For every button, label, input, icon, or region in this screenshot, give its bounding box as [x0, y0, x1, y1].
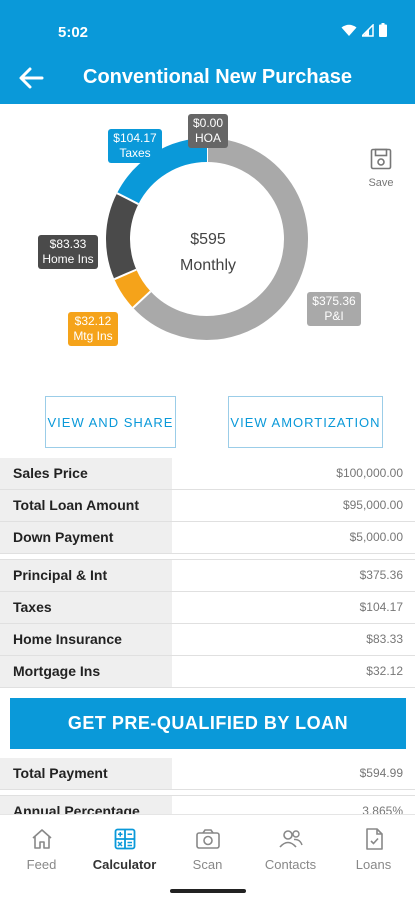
row-label: Mortgage Ins: [0, 656, 172, 687]
table-row: Down Payment $5,000.00: [0, 522, 415, 554]
nav-scan[interactable]: Scan: [166, 827, 249, 872]
row-value: $32.12: [366, 664, 403, 678]
table-row: Sales Price $100,000.00: [0, 458, 415, 490]
table-row: Total Loan Amount $95,000.00: [0, 490, 415, 522]
row-value: $95,000.00: [342, 498, 403, 512]
payment-chart: $595 Monthly $104.17 Taxes $0.00 HOA $83…: [0, 104, 415, 389]
wifi-icon: [341, 24, 357, 36]
donut-segment-taxes: [116, 138, 208, 205]
callout-pi-value: $375.36: [312, 294, 356, 308]
view-amortization-button[interactable]: VIEW AMORTIZATION: [228, 396, 383, 448]
row-value: $375.36: [359, 568, 403, 582]
row-label: Sales Price: [0, 458, 172, 489]
row-label: Taxes: [0, 592, 172, 623]
loan-summary-table: Sales Price $100,000.00 Total Loan Amoun…: [0, 458, 415, 688]
row-label: Principal & Int: [0, 560, 172, 591]
nav-scan-label: Scan: [192, 857, 223, 872]
app-bar: Conventional New Purchase: [0, 52, 415, 104]
table-row: Taxes $104.17: [0, 592, 415, 624]
calculator-icon: [114, 828, 135, 850]
callout-home-ins-value: $83.33: [49, 237, 87, 251]
nav-feed-label: Feed: [26, 857, 57, 872]
document-icon: [365, 828, 383, 850]
nav-feed[interactable]: Feed: [0, 827, 83, 872]
row-label: Down Payment: [0, 522, 172, 553]
home-indicator: [170, 889, 246, 893]
back-arrow-icon[interactable]: [18, 66, 44, 90]
callout-hoa-value: $0.00: [192, 116, 224, 130]
home-icon: [31, 829, 52, 849]
row-value: $100,000.00: [336, 466, 403, 480]
callout-hoa: $0.00 HOA: [188, 114, 228, 148]
section-divider: [0, 554, 415, 560]
callout-taxes-value: $104.17: [113, 131, 157, 145]
callout-home-ins-name: Home Ins: [42, 252, 94, 266]
nav-calculator[interactable]: Calculator: [83, 827, 166, 872]
nav-contacts[interactable]: Contacts: [249, 827, 332, 872]
row-label: Total Payment: [0, 758, 172, 789]
save-button[interactable]: Save: [365, 148, 397, 189]
camera-icon: [195, 829, 220, 849]
row-value: $104.17: [359, 600, 403, 614]
nav-loans[interactable]: Loans: [332, 827, 415, 872]
donut-separator: [132, 290, 152, 309]
row-value: $594.99: [359, 766, 403, 780]
save-icon: [370, 148, 392, 170]
bottom-navigation: Feed Calculator Scan Contacts Loans: [0, 814, 415, 900]
section-divider: [0, 790, 415, 796]
callout-pi-name: P&I: [324, 309, 344, 323]
callout-mtg-ins-value: $32.12: [74, 314, 112, 328]
callout-home-ins: $83.33 Home Ins: [38, 235, 98, 269]
contacts-icon: [278, 830, 303, 848]
chart-center-amount: $595: [190, 231, 226, 248]
row-label: Home Insurance: [0, 624, 172, 655]
donut-segment-mtg-ins: [114, 269, 151, 308]
get-prequalified-button[interactable]: GET PRE-QUALIFIED BY LOAN: [10, 698, 406, 749]
view-and-share-button[interactable]: VIEW AND SHARE: [45, 396, 176, 448]
row-value: $83.33: [366, 632, 403, 646]
status-icons: [341, 23, 387, 37]
chart-center-label: Monthly: [179, 257, 237, 274]
nav-contacts-label: Contacts: [264, 857, 317, 872]
nav-loans-label: Loans: [355, 857, 392, 872]
battery-icon: [379, 23, 387, 37]
donut-separator: [113, 268, 137, 281]
save-label: Save: [368, 177, 394, 189]
donut-segment-p-i: [133, 138, 308, 340]
row-value: $5,000.00: [349, 530, 403, 544]
nav-calculator-label: Calculator: [92, 857, 157, 872]
donut-segment-home-ins: [106, 193, 139, 280]
status-time: 5:02: [58, 24, 89, 41]
callout-pi: $375.36 P&I: [307, 292, 361, 326]
callout-taxes-name: Taxes: [119, 146, 151, 160]
table-row: Total Payment $594.99: [0, 758, 415, 790]
table-row: Principal & Int $375.36: [0, 560, 415, 592]
table-row: Mortgage Ins $32.12: [0, 656, 415, 688]
donut-separator: [116, 192, 139, 205]
status-bar: 5:02: [0, 0, 415, 52]
signal-icon: [362, 23, 374, 37]
callout-hoa-name: HOA: [194, 131, 221, 145]
table-row: Home Insurance $83.33: [0, 624, 415, 656]
callout-taxes: $104.17 Taxes: [108, 129, 162, 163]
row-label: Total Loan Amount: [0, 490, 172, 521]
page-title: Conventional New Purchase: [83, 66, 352, 88]
callout-mtg-ins: $32.12 Mtg Ins: [68, 312, 118, 346]
donut-chart: [106, 138, 308, 340]
callout-mtg-ins-name: Mtg Ins: [73, 329, 113, 343]
